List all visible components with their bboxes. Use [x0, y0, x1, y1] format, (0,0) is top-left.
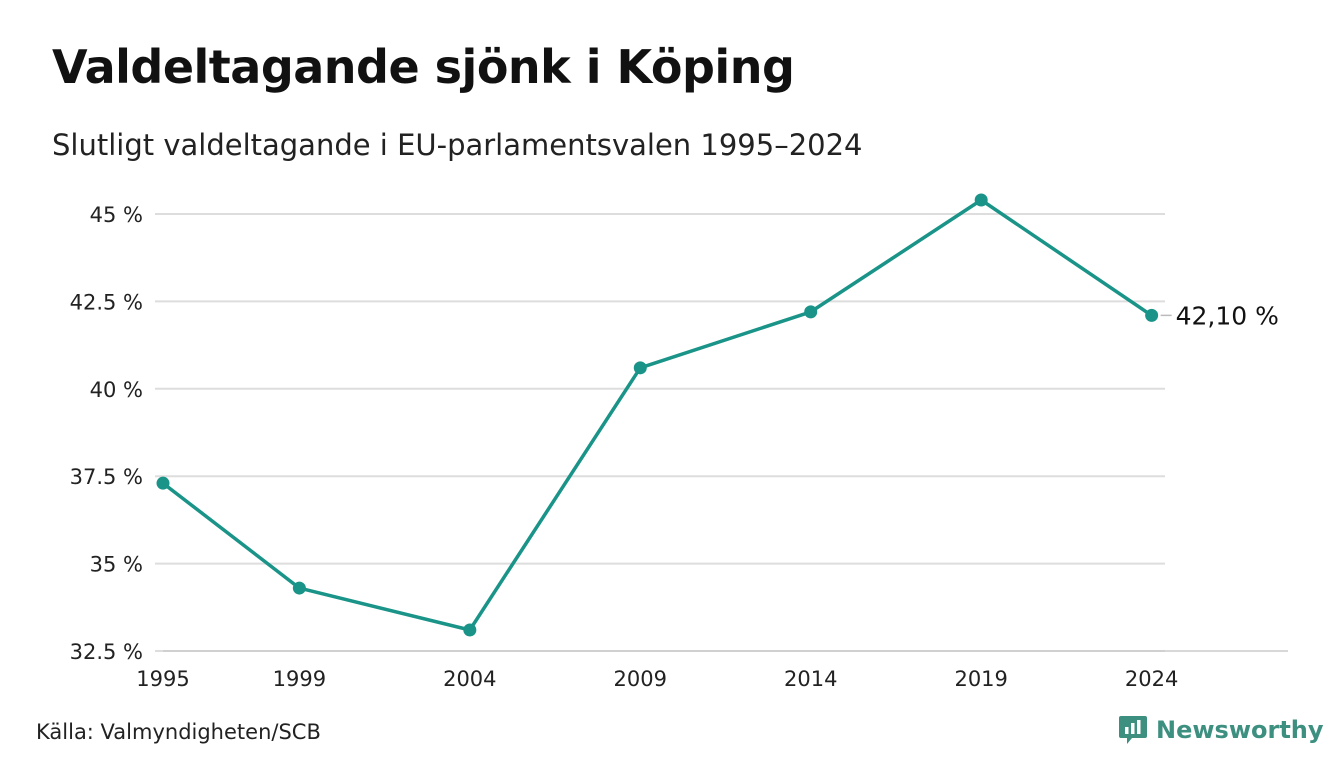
y-tick-label: 32.5 %: [70, 640, 143, 664]
data-point: [633, 361, 647, 375]
newsworthy-logo-icon: [1119, 716, 1147, 744]
brand-name: Newsworthy: [1156, 716, 1324, 744]
data-point: [292, 581, 306, 595]
x-tick-label: 2024: [1125, 667, 1178, 691]
data-point: [156, 476, 170, 490]
y-tick-label: 37.5 %: [70, 465, 143, 489]
end-value-label: 42,10 %: [1176, 301, 1279, 330]
source-note: Källa: Valmyndigheten/SCB: [36, 720, 321, 744]
chart-title: Valdeltagande sjönk i Köping: [52, 40, 795, 94]
data-point: [974, 193, 988, 207]
x-tick-label: 1995: [136, 667, 189, 691]
series-line: [161, 198, 1154, 632]
x-tick-label: 2004: [443, 667, 496, 691]
line-chart: 32.5 % 35 % 37.5 % 40 % 42.5 % 45 % 1995 1999 20…: [70, 193, 1288, 691]
y-tick-label: 42.5 %: [70, 290, 143, 314]
brand-logo: Newsworthy: [1118, 714, 1324, 746]
data-point: [463, 623, 477, 637]
x-tick-label: 2014: [784, 667, 837, 691]
y-tick-label: 40 %: [90, 378, 143, 402]
chart-subtitle: Slutligt valdeltagande i EU-parlamentsva…: [52, 128, 863, 162]
y-tick-label: 45 %: [90, 203, 143, 227]
data-point: [1145, 308, 1159, 322]
x-tick-label: 1999: [273, 667, 326, 691]
data-point: [804, 305, 818, 319]
y-tick-label: 35 %: [90, 553, 143, 577]
x-tick-label: 2009: [614, 667, 667, 691]
x-tick-label: 2019: [954, 667, 1007, 691]
